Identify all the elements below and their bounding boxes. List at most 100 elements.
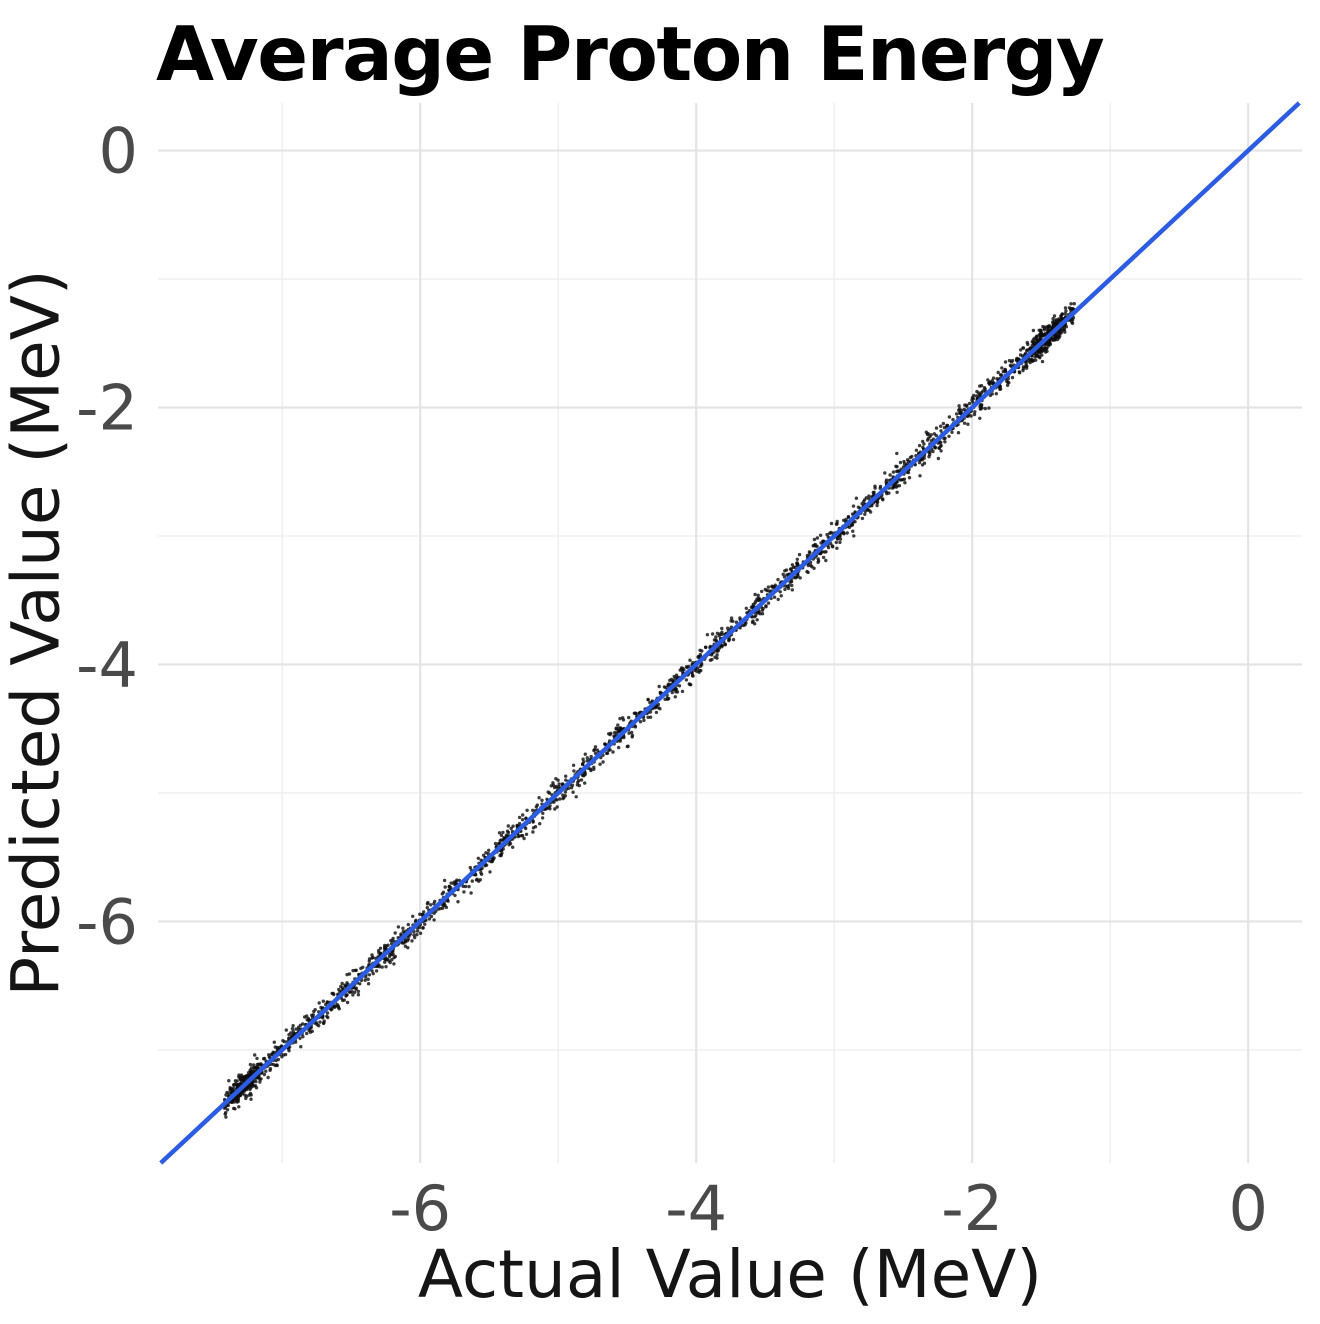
- data-point: [703, 645, 708, 649]
- data-point: [358, 982, 362, 986]
- data-point: [1006, 377, 1010, 381]
- data-point: [388, 960, 392, 965]
- data-point: [517, 815, 522, 820]
- data-point: [785, 573, 789, 577]
- data-point: [1038, 351, 1042, 355]
- data-point: [469, 891, 473, 895]
- data-point: [249, 1066, 254, 1070]
- data-point: [421, 926, 425, 930]
- x-tick-label: -6: [389, 1172, 451, 1245]
- data-point: [383, 947, 387, 951]
- data-point: [488, 870, 492, 874]
- data-point: [389, 938, 393, 943]
- data-point: [621, 718, 626, 722]
- data-point: [589, 754, 593, 759]
- data-point: [359, 966, 363, 971]
- data-point: [378, 946, 383, 950]
- data-point: [384, 965, 388, 969]
- data-point: [391, 952, 395, 956]
- data-point: [284, 1028, 288, 1032]
- data-point: [537, 796, 541, 800]
- data-point: [305, 1014, 309, 1018]
- data-point: [561, 796, 565, 801]
- data-point: [287, 1032, 291, 1037]
- data-point: [1015, 358, 1019, 363]
- data-point: [531, 830, 535, 834]
- data-point: [974, 394, 979, 398]
- data-point: [353, 990, 357, 994]
- data-point: [1051, 320, 1055, 324]
- data-point: [396, 925, 401, 929]
- data-point: [729, 616, 734, 620]
- data-point: [670, 690, 674, 695]
- data-point: [926, 436, 931, 440]
- data-point: [429, 914, 434, 919]
- data-point: [1039, 347, 1044, 351]
- data-point: [835, 546, 839, 550]
- data-point: [340, 981, 344, 986]
- data-point: [782, 575, 787, 579]
- data-point: [291, 1023, 295, 1028]
- data-point: [432, 902, 436, 906]
- data-point: [418, 912, 422, 916]
- data-point: [484, 851, 488, 855]
- data-point: [247, 1093, 251, 1097]
- data-point: [393, 931, 397, 935]
- data-point: [230, 1087, 235, 1092]
- data-point: [860, 516, 865, 521]
- data-point: [720, 626, 724, 631]
- data-point: [680, 689, 685, 694]
- data-point: [967, 401, 972, 406]
- data-point: [317, 1001, 321, 1005]
- data-point: [998, 384, 1002, 389]
- data-point: [705, 633, 710, 637]
- data-point: [401, 926, 405, 930]
- data-point: [538, 822, 542, 826]
- data-point: [958, 410, 962, 415]
- data-point: [1051, 317, 1055, 321]
- data-point: [390, 958, 394, 962]
- data-point: [933, 446, 937, 450]
- data-point: [956, 431, 961, 435]
- data-point: [761, 606, 765, 611]
- data-point: [1025, 348, 1029, 353]
- data-point: [574, 795, 578, 799]
- data-point: [223, 1112, 227, 1116]
- data-point: [996, 370, 1000, 375]
- data-point: [988, 380, 992, 384]
- data-point: [250, 1069, 255, 1074]
- data-point: [462, 890, 466, 894]
- data-point: [734, 620, 739, 624]
- data-point: [902, 459, 906, 464]
- data-point: [298, 1023, 303, 1027]
- data-point: [262, 1072, 267, 1077]
- data-point: [723, 642, 727, 646]
- data-point: [1031, 340, 1036, 344]
- data-point: [667, 696, 671, 701]
- data-point: [878, 486, 882, 490]
- data-point: [756, 596, 760, 600]
- data-point: [812, 566, 816, 570]
- data-point: [470, 879, 474, 883]
- data-point: [479, 872, 484, 876]
- data-point: [826, 545, 831, 550]
- data-point: [950, 430, 954, 434]
- data-point: [235, 1100, 239, 1104]
- data-point: [1039, 328, 1043, 332]
- data-point: [1064, 309, 1068, 313]
- data-point: [583, 781, 587, 785]
- y-axis-title: Predicted Value (MeV): [0, 269, 75, 997]
- data-point: [535, 803, 539, 807]
- data-point: [773, 583, 777, 587]
- data-point: [231, 1098, 235, 1103]
- data-point: [1060, 312, 1064, 317]
- data-point: [227, 1079, 231, 1083]
- data-point: [978, 416, 982, 420]
- data-point: [1021, 346, 1025, 350]
- data-point: [852, 534, 856, 538]
- data-point: [350, 990, 354, 994]
- data-point: [577, 783, 581, 788]
- data-point: [1021, 367, 1026, 371]
